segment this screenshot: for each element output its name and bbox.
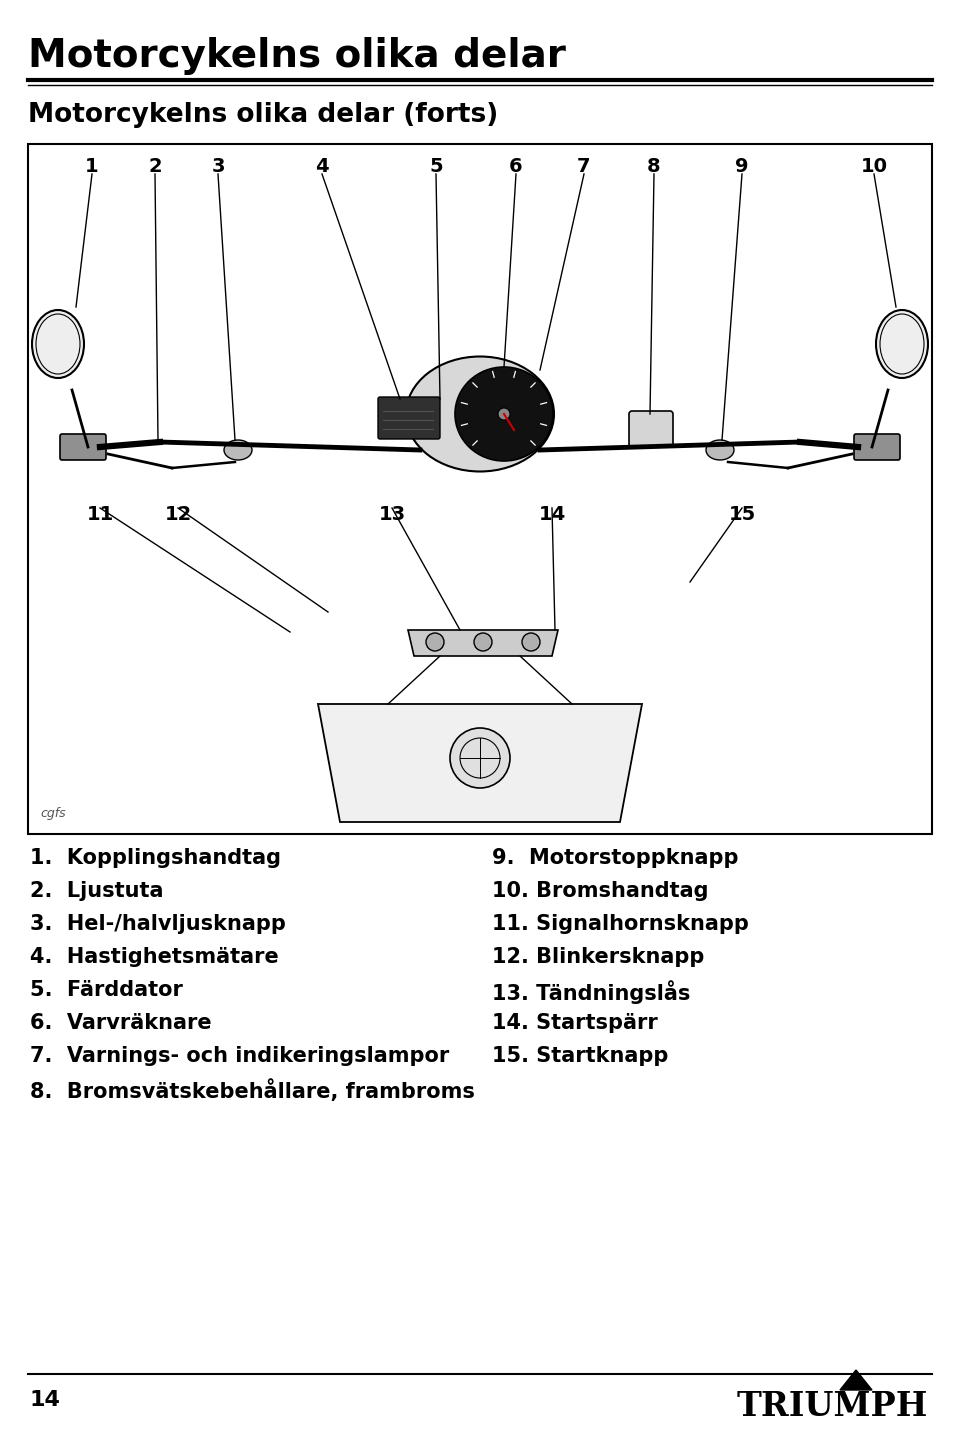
Circle shape	[474, 633, 492, 650]
Text: 14: 14	[30, 1390, 60, 1410]
Text: 10. Bromshandtag: 10. Bromshandtag	[492, 881, 708, 902]
Text: 3: 3	[211, 157, 225, 177]
Text: 1.  Kopplingshandtag: 1. Kopplingshandtag	[30, 848, 281, 868]
Text: 15: 15	[729, 505, 756, 524]
Text: 12: 12	[164, 505, 192, 524]
Text: 1: 1	[85, 157, 99, 177]
Polygon shape	[408, 630, 558, 656]
Text: Motorcykelns olika delar (forts): Motorcykelns olika delar (forts)	[28, 102, 498, 128]
Text: 4: 4	[315, 157, 329, 177]
Text: 12. Blinkersknapp: 12. Blinkersknapp	[492, 947, 705, 967]
Circle shape	[522, 633, 540, 650]
Circle shape	[498, 408, 510, 420]
FancyBboxPatch shape	[854, 434, 900, 460]
Text: TRIUMPH: TRIUMPH	[736, 1390, 928, 1423]
Text: 14. Startspärr: 14. Startspärr	[492, 1013, 658, 1032]
Text: 5: 5	[429, 157, 443, 177]
Text: 2.  Ljustuta: 2. Ljustuta	[30, 881, 163, 902]
Text: 5.  Färddator: 5. Färddator	[30, 980, 182, 1000]
Text: 6: 6	[509, 157, 523, 177]
FancyBboxPatch shape	[629, 411, 673, 447]
Ellipse shape	[706, 440, 734, 460]
Text: 11. Signalhornsknapp: 11. Signalhornsknapp	[492, 913, 749, 934]
Text: 15. Startknapp: 15. Startknapp	[492, 1045, 668, 1066]
Text: 2: 2	[148, 157, 162, 177]
Circle shape	[426, 633, 444, 650]
Polygon shape	[840, 1371, 872, 1390]
Text: 9: 9	[735, 157, 749, 177]
Text: 9.  Motorstoppknapp: 9. Motorstoppknapp	[492, 848, 738, 868]
Ellipse shape	[455, 367, 553, 460]
Polygon shape	[318, 704, 642, 822]
Text: 10: 10	[860, 157, 887, 177]
Text: 13. Tändningslås: 13. Tändningslås	[492, 980, 690, 1003]
Text: 11: 11	[86, 505, 113, 524]
Circle shape	[450, 727, 510, 788]
Text: 13: 13	[378, 505, 405, 524]
Text: 7.  Varnings- och indikeringslampor: 7. Varnings- och indikeringslampor	[30, 1045, 449, 1066]
Ellipse shape	[32, 309, 84, 378]
Text: 8: 8	[647, 157, 660, 177]
FancyBboxPatch shape	[60, 434, 106, 460]
Ellipse shape	[224, 440, 252, 460]
Text: cgfs: cgfs	[40, 807, 65, 820]
Text: 7: 7	[577, 157, 590, 177]
Text: 6.  Varvräknare: 6. Varvräknare	[30, 1013, 211, 1032]
Text: 14: 14	[539, 505, 565, 524]
FancyBboxPatch shape	[378, 396, 440, 439]
Ellipse shape	[876, 309, 928, 378]
Text: 4.  Hastighetsmätare: 4. Hastighetsmätare	[30, 947, 278, 967]
Text: Motorcykelns olika delar: Motorcykelns olika delar	[28, 36, 565, 76]
Text: 3.  Hel-/halvljusknapp: 3. Hel-/halvljusknapp	[30, 913, 286, 934]
Ellipse shape	[406, 357, 554, 472]
Bar	[28, 144, 932, 833]
Text: 8.  Bromsvätskebehållare, frambroms: 8. Bromsvätskebehållare, frambroms	[30, 1079, 475, 1102]
